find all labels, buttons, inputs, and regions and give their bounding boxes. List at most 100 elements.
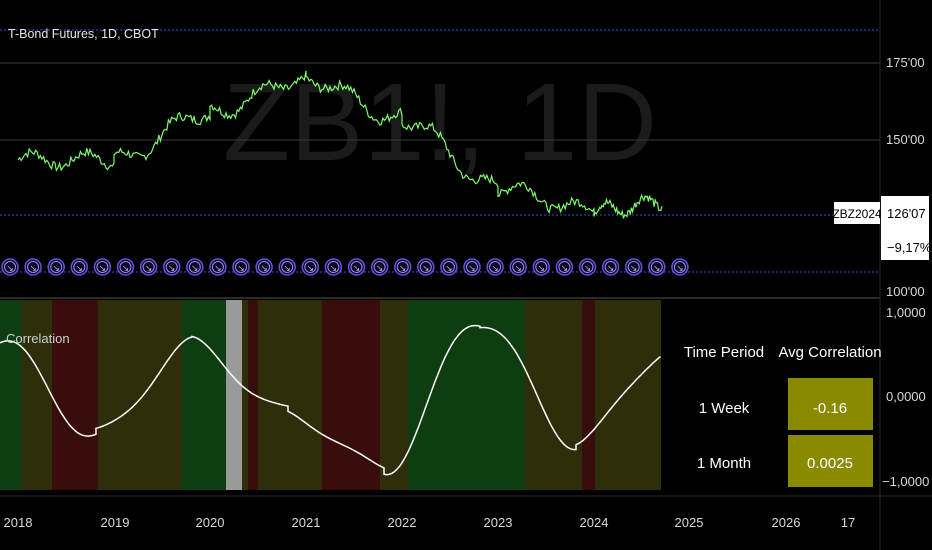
last-price-badge <box>881 196 929 260</box>
signal-marker: ↘ <box>70 258 89 276</box>
price-tick-label: 100'00 <box>886 284 925 299</box>
signal-marker: ↘ <box>255 258 273 276</box>
signal-marker: ↘ <box>24 258 42 276</box>
arrow-icon: ↘ <box>676 264 684 274</box>
regime-band <box>525 300 582 490</box>
arrow-icon: ↘ <box>376 264 384 274</box>
table-header-correlation: Avg Correlation <box>778 344 881 361</box>
signal-marker: ↘ <box>347 258 366 276</box>
correlation-table: Time Period Avg Correlation 1 Week -0.16… <box>684 344 882 487</box>
arrow-icon: ↘ <box>99 264 107 274</box>
signal-marker: ↘ <box>139 258 158 276</box>
table-row-value: -0.16 <box>813 400 847 417</box>
regime-band <box>595 300 661 490</box>
symbol-badge <box>834 202 880 224</box>
signal-marker: ↘ <box>648 258 666 276</box>
signal-marker: ↘ <box>301 258 320 276</box>
regime-band <box>438 300 525 490</box>
regime-band <box>408 300 438 490</box>
signal-marker: ↘ <box>370 258 389 276</box>
chart-title: T-Bond Futures, 1D, CBOT <box>8 27 159 41</box>
table-row-period: 1 Month <box>697 455 751 472</box>
arrow-icon: ↘ <box>283 264 291 274</box>
arrow-icon: ↘ <box>422 264 430 274</box>
regime-band <box>248 300 258 490</box>
signal-marker: ↘ <box>93 258 112 276</box>
regime-band <box>242 300 248 490</box>
arrow-icon: ↘ <box>514 264 522 274</box>
signal-marker: ↘ <box>209 258 227 276</box>
signal-marker: ↘ <box>1 258 19 276</box>
signal-marker: ↘ <box>116 258 135 276</box>
price-tick-label: 150'00 <box>886 132 925 147</box>
time-tick-label: 2021 <box>292 515 321 530</box>
price-series-line <box>17 70 663 219</box>
time-axis: 2018 2019 2020 2021 2022 2023 2024 2025 … <box>4 515 856 530</box>
arrow-icon: ↘ <box>630 264 638 274</box>
arrow-icon: ↘ <box>468 264 476 274</box>
time-tick-label: 2022 <box>388 515 417 530</box>
arrow-icon: ↘ <box>52 264 60 274</box>
signal-marker: ↘ <box>417 258 435 276</box>
time-tick-label: 2023 <box>484 515 513 530</box>
arrow-icon: ↘ <box>214 264 222 274</box>
indicator-tick-label: 0,0000 <box>886 389 926 404</box>
arrow-icon: ↘ <box>260 264 268 274</box>
signal-marker: ↘ <box>624 258 643 276</box>
symbol-badge-text: ZBZ2024 <box>832 207 882 221</box>
correlation-series-line <box>0 324 661 476</box>
arrow-icon: ↘ <box>145 264 153 274</box>
regime-band <box>52 300 98 490</box>
table-cell-bg <box>788 435 873 487</box>
signal-marker: ↘ <box>463 258 481 276</box>
regime-band <box>22 300 52 490</box>
indicator-tick-label: −1,0000 <box>882 474 929 489</box>
regime-bands <box>0 300 661 490</box>
table-row-period: 1 Week <box>699 400 750 417</box>
regime-band <box>380 300 408 490</box>
time-tick-label: 17 <box>841 515 855 530</box>
signal-marker: ↘ <box>186 258 204 276</box>
last-price: 126'07 <box>887 206 926 221</box>
arrow-icon: ↘ <box>491 264 499 274</box>
signal-marker: ↘ <box>671 258 689 276</box>
regime-band <box>258 300 322 490</box>
arrow-icon: ↘ <box>399 264 407 274</box>
arrow-icon: ↘ <box>653 264 661 274</box>
indicator-tick-label: 1,0000 <box>886 305 926 320</box>
highlight-bar <box>226 300 242 490</box>
arrow-icon: ↘ <box>607 264 615 274</box>
regime-band <box>182 300 226 490</box>
arrow-icon: ↘ <box>191 264 199 274</box>
table-row-value: 0.0025 <box>807 455 853 472</box>
arrow-icon: ↘ <box>445 264 453 274</box>
signal-marker: ↘ <box>601 258 620 276</box>
arrow-icon: ↘ <box>307 264 315 274</box>
signal-marker: ↘ <box>486 258 504 276</box>
arrow-icon: ↘ <box>29 264 37 274</box>
time-tick-label: 2019 <box>101 515 130 530</box>
signal-marker: ↘ <box>532 258 551 276</box>
signal-marker: ↘ <box>324 258 343 276</box>
time-tick-label: 2024 <box>580 515 609 530</box>
arrow-icon: ↘ <box>584 264 592 274</box>
signal-marker: ↘ <box>278 258 296 276</box>
signal-marker: ↘ <box>440 258 458 276</box>
signal-marker: ↘ <box>578 258 597 276</box>
table-cell-bg <box>788 378 873 430</box>
arrow-icon: ↘ <box>353 264 361 274</box>
regime-band <box>98 300 182 490</box>
time-tick-label: 2026 <box>772 515 801 530</box>
signal-marker: ↘ <box>162 258 181 276</box>
arrow-icon: ↘ <box>561 264 569 274</box>
regime-band <box>582 300 595 490</box>
arrow-icon: ↘ <box>237 264 245 274</box>
signal-marker: ↘ <box>509 258 527 276</box>
change-percent: −9,17% <box>887 240 932 255</box>
time-tick-label: 2020 <box>196 515 225 530</box>
signal-marker: ↘ <box>555 258 574 276</box>
arrow-icon: ↘ <box>168 264 176 274</box>
time-tick-label: 2025 <box>675 515 704 530</box>
arrow-icon: ↘ <box>122 264 130 274</box>
